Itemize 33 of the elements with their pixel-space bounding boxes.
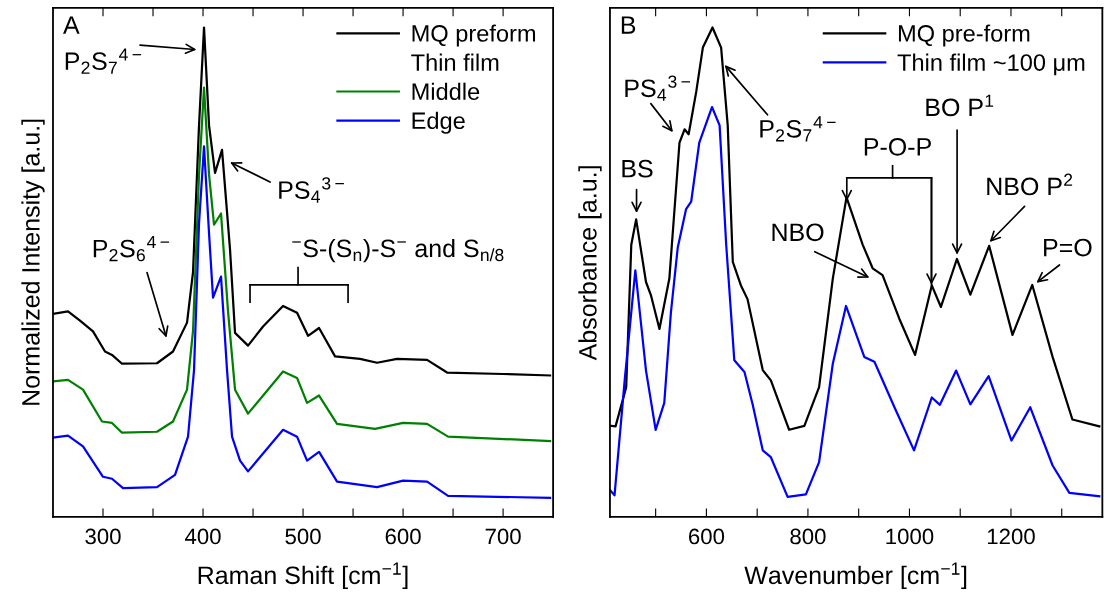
annotation: NBO P$^{2}$ [987,173,1073,196]
x-tick-label: 1200 [987,528,1035,545]
annotation: P$_{2}$S$_{6}$$^{4−}$ [93,235,170,262]
annotation: BO P$^{1}$ [926,94,994,117]
legend-label: Thin film ~100 μm [897,53,1085,76]
annotation: P$_{2}$S$_{7}$$^{4−}$ [760,116,836,142]
x-tick-label: 400 [185,528,221,545]
x-tick-label: 1000 [886,528,934,545]
chart-title: A [63,16,80,34]
legend-label: Edge [412,111,465,134]
legend-label: MQ preform [412,24,536,47]
chart-title: B [621,16,636,34]
annotation: P$_{2}$S$_{7}$$^{4−}$ [65,48,142,74]
x-axis-title: Raman Shift [cm$^{−1}$] [198,562,408,590]
x-tick-label: 300 [85,528,121,545]
x-tick-label: 700 [485,528,521,545]
legend-label: MQ pre-form [898,24,1030,47]
annotation: Thin film [411,53,499,71]
x-axis-title: Wavenumber [cm$^{−1}$] [744,562,967,590]
x-tick-label: 800 [790,528,826,545]
annotation: BS [622,159,653,178]
x-tick-label: 500 [285,528,321,545]
y-axis-title: Normalized Intensity [a.u.] [21,119,45,405]
legend-label: Middle [412,82,480,100]
annotation: $^{−}$S-(S$_{n}$)-S$^{−}$ and S$_{n/8}$ [292,238,504,263]
annotation: PS$_{4}$$^{3−}$ [279,177,344,203]
annotation: NBO [772,223,824,242]
annotation: PS$_{4}$$^{3−}$ [625,75,691,101]
x-tick-label: 600 [689,528,725,545]
x-tick-label: 600 [385,528,421,545]
annotation: P=O [1044,238,1092,257]
y-axis-title: Absorbance [a.u.] [578,166,602,361]
annotation: P-O-P [864,137,931,156]
